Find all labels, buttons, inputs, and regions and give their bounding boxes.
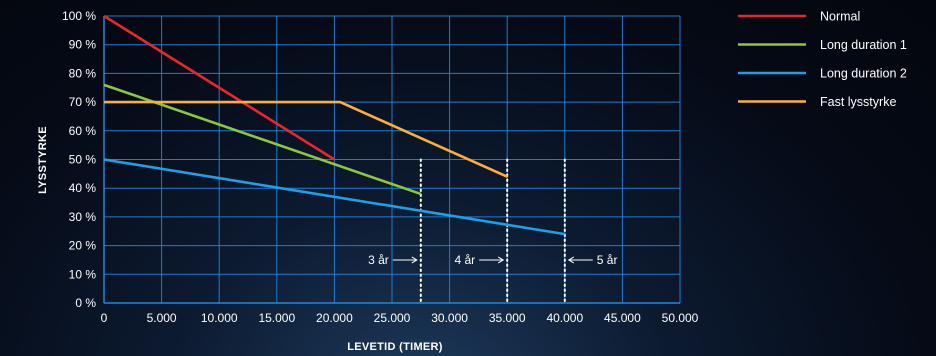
y-tick-label: 20 % (69, 239, 97, 253)
series-line (104, 100, 508, 178)
x-tick-label: 0 (101, 311, 108, 325)
x-tick-label: 10.000 (201, 311, 238, 325)
chart-series (103, 14, 566, 236)
x-tick-label: 45.000 (604, 311, 641, 325)
series-line (103, 14, 336, 161)
y-tick-label: 40 % (69, 181, 97, 195)
y-tick-label: 50 % (69, 153, 97, 167)
chart-grid (103, 15, 681, 304)
annotation-arrowhead (411, 256, 418, 264)
annotation-label: 3 år (368, 253, 389, 267)
legend-entry: Normal (820, 10, 860, 24)
y-tick-label: 100 % (62, 9, 96, 23)
x-tick-label: 40.000 (546, 311, 583, 325)
x-tick-label: 30.000 (431, 311, 468, 325)
annotations: 3 år 4 år 5 år (368, 253, 617, 267)
annotation-arrowhead (497, 256, 505, 264)
x-tick-labels: 0 5.000 10.000 15.000 20.000 25.000 30.000 35.0… (101, 311, 699, 325)
y-tick-label: 0 % (75, 296, 96, 310)
legend-entry: Long duration 2 (820, 67, 907, 81)
y-tick-labels: 0 % 10 % 20 % 30 % 40 % 50 % 60 % 70 % 80 % 90 % 1… (62, 9, 96, 310)
x-tick-label: 20.000 (316, 311, 353, 325)
y-tick-label: 60 % (69, 124, 97, 138)
annotation-label: 5 år (597, 253, 618, 267)
y-tick-label: 10 % (69, 267, 97, 281)
series-line (103, 158, 566, 236)
y-tick-label: 80 % (69, 66, 97, 80)
y-tick-label: 90 % (69, 38, 97, 52)
legend-entry: Long duration 1 (820, 38, 907, 52)
x-axis-title: LEVETID (TIMER) (347, 341, 443, 353)
x-tick-label: 25.000 (374, 311, 411, 325)
chart-legend: Normal Long duration 1 Long duration 2 Fast… (738, 10, 907, 109)
annotation-lines (419, 158, 566, 304)
y-tick-label: 30 % (69, 210, 97, 224)
x-tick-label: 50.000 (662, 311, 699, 325)
x-tick-label: 35.000 (489, 311, 526, 325)
x-tick-label: 5.000 (147, 311, 177, 325)
annotation-label: 4 år (455, 253, 476, 267)
annotation-arrowhead (567, 256, 575, 264)
y-axis-title: LYSSTYRKE (37, 126, 49, 194)
x-tick-label: 15.000 (258, 311, 295, 325)
y-tick-label: 70 % (69, 95, 97, 109)
legend-entry: Fast lysstyrke (820, 95, 896, 109)
